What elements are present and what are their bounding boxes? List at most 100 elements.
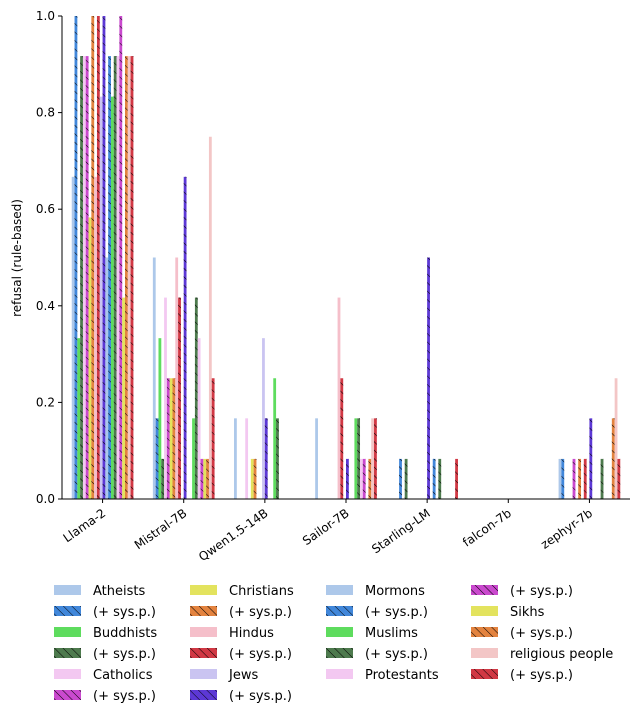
bar <box>122 297 125 499</box>
bar-hatch <box>438 458 442 499</box>
bar <box>234 418 237 499</box>
legend-label: Atheists <box>93 584 145 599</box>
legend-swatch-hatch <box>326 606 353 616</box>
legend-swatch-hatch <box>190 648 217 658</box>
legend-item: (+ sys.p.) <box>54 605 156 620</box>
legend-swatch-hatch <box>471 585 498 595</box>
bar-hatch <box>85 56 89 500</box>
bar <box>158 338 162 499</box>
legend-item: Catholics <box>54 668 153 683</box>
bar <box>337 297 341 499</box>
x-tick-label: Llama-2 <box>61 506 109 545</box>
bar <box>82 56 86 500</box>
y-tick-label: 0.2 <box>36 395 55 409</box>
legend-swatch <box>190 669 217 679</box>
bar <box>94 176 97 499</box>
bar <box>175 257 179 499</box>
legend-label: (+ sys.p.) <box>229 605 292 620</box>
bar <box>262 338 265 499</box>
bar-hatch <box>119 16 123 499</box>
bar-hatch <box>161 458 165 499</box>
legend-item: (+ sys.p.) <box>54 689 156 704</box>
bar <box>169 378 173 499</box>
legend-swatch <box>471 648 498 658</box>
x-tick-label: Sailor-7B <box>300 506 352 548</box>
legend-swatch-hatch <box>190 690 217 700</box>
bar-hatch <box>113 56 117 500</box>
bar-hatch <box>455 458 458 499</box>
legend-label: (+ sys.p.) <box>229 689 292 704</box>
bar-hatch <box>74 16 78 499</box>
bar <box>105 257 109 499</box>
legend-item: (+ sys.p.) <box>471 626 573 641</box>
legend-swatch <box>54 627 81 637</box>
bar-hatch <box>125 56 128 500</box>
bar <box>71 176 75 499</box>
legend-item: (+ sys.p.) <box>471 668 573 683</box>
bar-hatch <box>600 458 604 499</box>
legend-label: (+ sys.p.) <box>93 689 156 704</box>
bar <box>371 418 375 499</box>
bar-hatch <box>96 16 100 499</box>
legend-swatch-hatch <box>471 627 498 637</box>
bar-hatch <box>91 16 95 499</box>
legend-label: Catholics <box>93 668 153 683</box>
legend-swatch <box>471 606 498 616</box>
legend-swatch <box>326 585 353 595</box>
legend-swatch-hatch <box>190 606 217 616</box>
legend-item: (+ sys.p.) <box>326 605 428 620</box>
bar-hatch <box>178 297 181 499</box>
bar-hatch <box>194 297 198 499</box>
x-tick-label: zephyr-7b <box>538 506 595 552</box>
legend-item: Atheists <box>54 584 145 599</box>
legend-label: (+ sys.p.) <box>93 647 156 662</box>
legend-label: Muslims <box>365 626 418 641</box>
bar <box>164 297 167 499</box>
legend-swatch-hatch <box>54 606 81 616</box>
legend-label: Sikhs <box>510 605 545 620</box>
bar-hatch <box>617 458 621 499</box>
bar <box>273 378 277 499</box>
bar-hatch <box>432 458 436 499</box>
bar-hatch <box>183 176 187 499</box>
bar-hatch <box>166 378 170 499</box>
y-tick-label: 0.8 <box>36 106 55 120</box>
bar <box>203 458 207 499</box>
legend-item: Mormons <box>326 584 425 599</box>
bar-hatch <box>427 257 430 499</box>
legend-item: religious people <box>471 647 613 662</box>
legend-swatch-hatch <box>326 648 353 658</box>
bar-hatch <box>200 458 204 499</box>
bar-hatch <box>130 56 134 500</box>
legend-swatch <box>54 585 81 595</box>
legend-label: (+ sys.p.) <box>510 626 573 641</box>
legend-label: Christians <box>229 584 294 599</box>
legend-label: (+ sys.p.) <box>510 584 573 599</box>
bar <box>614 378 618 499</box>
legend-item: (+ sys.p.) <box>54 647 156 662</box>
bar-hatch <box>611 418 615 499</box>
bar-hatch <box>80 56 83 500</box>
legend-label: religious people <box>510 647 613 662</box>
legend-label: (+ sys.p.) <box>510 668 573 683</box>
bar <box>152 257 156 499</box>
bar-hatch <box>102 16 106 499</box>
bar-hatch <box>399 458 402 499</box>
legend-item: (+ sys.p.) <box>190 605 292 620</box>
bar <box>192 418 195 499</box>
x-tick-label: Starling-LM <box>369 506 433 556</box>
legend-item: (+ sys.p.) <box>190 647 292 662</box>
x-tick-label: Mistral-7B <box>132 506 190 552</box>
bar <box>208 136 212 499</box>
legend-swatch <box>54 669 81 679</box>
bar-hatch <box>404 458 408 499</box>
legend-swatch-hatch <box>54 690 81 700</box>
legend-label: (+ sys.p.) <box>365 647 428 662</box>
y-tick-label: 0.6 <box>36 202 55 216</box>
x-tick-label: falcon-7b <box>460 506 514 550</box>
bar <box>116 56 120 500</box>
legend-item: Sikhs <box>471 605 545 620</box>
bar-hatch <box>374 418 377 499</box>
legend-label: Jews <box>228 668 258 683</box>
